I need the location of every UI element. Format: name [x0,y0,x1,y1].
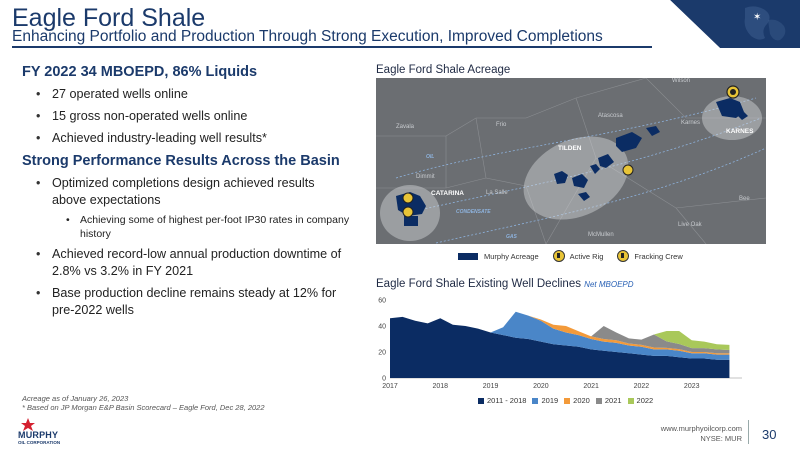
map-label-la-salle: La Salle [486,190,508,196]
slide-title: Eagle Ford Shale [12,4,206,32]
map-label-mcmullen: McMullen [588,232,614,238]
bullet-text: Optimized completions design achieved re… [52,176,315,207]
star-icon [21,418,35,431]
map-label-tilden: TILDEN [558,145,582,152]
map-label-condensate: CONDENSATE [456,209,491,215]
logo-text: MURPHY [18,430,59,440]
star-icon: ✶ [753,12,761,23]
legend-swatch [478,397,484,404]
legend-swatch [627,397,634,404]
section1-heading: FY 2022 34 MBOEPD, 86% Liquids [22,64,258,80]
slide-subtitle: Enhancing Portfolio and Production Throu… [12,28,603,45]
legend-item: 2022 [627,396,654,405]
map-label-live-oak: Live Oak [678,222,703,228]
list-item: Achieved industry-leading well results* [36,130,352,147]
map-label-zavala: Zavala [396,124,415,130]
list-item: Achieved record-low annual production do… [36,246,352,280]
active-rig-icon [402,164,634,218]
x-tick-label: 2022 [634,383,650,390]
map-label-gas: GAS [506,234,518,240]
chart-title: Eagle Ford Shale Existing Well Declines … [376,278,634,290]
list-item: Optimized completions design achieved re… [36,175,352,241]
map-label-karnes: KARNES [726,128,754,135]
area-series-2022 [390,311,730,351]
footer-contact: www.murphyoilcorp.com NYSE: MUR [661,424,742,444]
legend-label: Active Rig [569,251,604,261]
chart-unit: Net MBOEPD [584,280,634,289]
corner-globe-graphic: ✶ [650,0,800,48]
page-number: 30 [762,427,777,442]
legend-label: 2020 [573,396,590,405]
section2-bullets: Optimized completions design achieved re… [36,175,352,319]
x-tick-label: 2021 [583,383,599,390]
legend-label: 2021 [604,396,622,405]
chart-legend: 2011 - 2018 2019 2020 2021 2022 [478,396,659,405]
acreage-swatch [458,252,478,260]
logo-subtext: OIL CORPORATION [18,440,61,445]
legend-item: 2020 [564,396,590,405]
legend-item: 2021 [595,396,622,405]
left-content: FY 2022 34 MBOEPD, 86% Liquids 27 operat… [22,64,352,324]
legend-label: 2011 - 2018 [487,396,527,405]
legend-item: 2019 [532,396,558,405]
map-label-karnes-county: Karnes [681,120,700,126]
map-legend: Murphy Acreage Active Rig Fracking Crew [458,250,697,262]
list-item: 27 operated wells online [36,86,352,103]
legend-item: 2011 - 2018 [478,396,526,405]
slide-header: Eagle Ford Shale Enhancing Portfolio and… [0,0,800,48]
list-item: Base production decline remains steady a… [36,285,352,319]
footnote-source: * Based on JP Morgan E&P Basin Scorecard… [22,403,265,412]
sub-list-item: Achieving some of highest per-foot IP30 … [66,213,352,241]
website-link[interactable]: www.murphyoilcorp.com [660,424,742,433]
y-tick-label: 60 [378,298,386,305]
legend-label: Murphy Acreage [484,251,539,261]
murphy-logo [21,418,35,431]
map-label-frio: Frio [496,122,507,128]
fracking-crew-icon [726,85,740,99]
y-tick-label: 40 [378,324,386,331]
section1-bullets: 27 operated wells online 15 gross non-op… [36,86,352,147]
area-series-2021 [390,311,730,354]
legend-label: 2019 [541,396,559,405]
map-label-catarina: CATARINA [431,190,464,197]
active-rig-icon [552,250,565,262]
footnotes: Acreage as of January 26, 2023 * Based o… [22,394,265,412]
legend-crew: Fracking Crew [617,250,683,262]
header-divider [12,46,652,48]
x-tick-label: 2023 [684,383,700,390]
legend-label: Fracking Crew [634,251,683,261]
section2-heading: Strong Performance Results Across the Ba… [22,153,340,169]
acreage-map: Wilson Karnes Atascosa Frio Zavala Dimmi… [376,78,766,244]
legend-swatch [564,397,571,404]
legend-acreage: Murphy Acreage [458,252,539,261]
page-separator [748,420,749,444]
map-title: Eagle Ford Shale Acreage [376,64,511,76]
chart-title-text: Eagle Ford Shale Existing Well Declines [376,278,581,290]
area-series-2019 [390,311,730,360]
y-tick-label: 20 [378,350,386,357]
ticker: NYSE: MUR [700,434,742,443]
area-series-2011-2018 [390,316,730,378]
legend-swatch [595,397,602,404]
map-label-atascosa: Atascosa [598,113,623,119]
x-tick-label: 2019 [483,383,499,390]
sub-bullets: Achieving some of highest per-foot IP30 … [66,213,352,241]
x-tick-label: 2017 [382,383,398,390]
decline-chart: 0 20 40 60 2017 2018 2019 2020 2021 2022 2023 [378,298,742,390]
x-tick-label: 2018 [432,383,448,390]
map-label-wilson: Wilson [672,78,690,84]
list-item: 15 gross non-operated wells online [36,108,352,125]
fracking-crew-icon [617,250,630,262]
map-label-dimmit: Dimmit [416,174,435,180]
legend-label: 2022 [636,396,654,405]
y-tick-label: 0 [382,376,386,383]
x-tick-label: 2020 [533,383,549,390]
map-label-bee: Bee [739,196,750,202]
legend-rig: Active Rig [552,250,604,262]
map-label-oil: OIL [426,154,434,160]
footnote-acreage: Acreage as of January 26, 2023 [22,394,129,403]
legend-swatch [532,397,539,404]
